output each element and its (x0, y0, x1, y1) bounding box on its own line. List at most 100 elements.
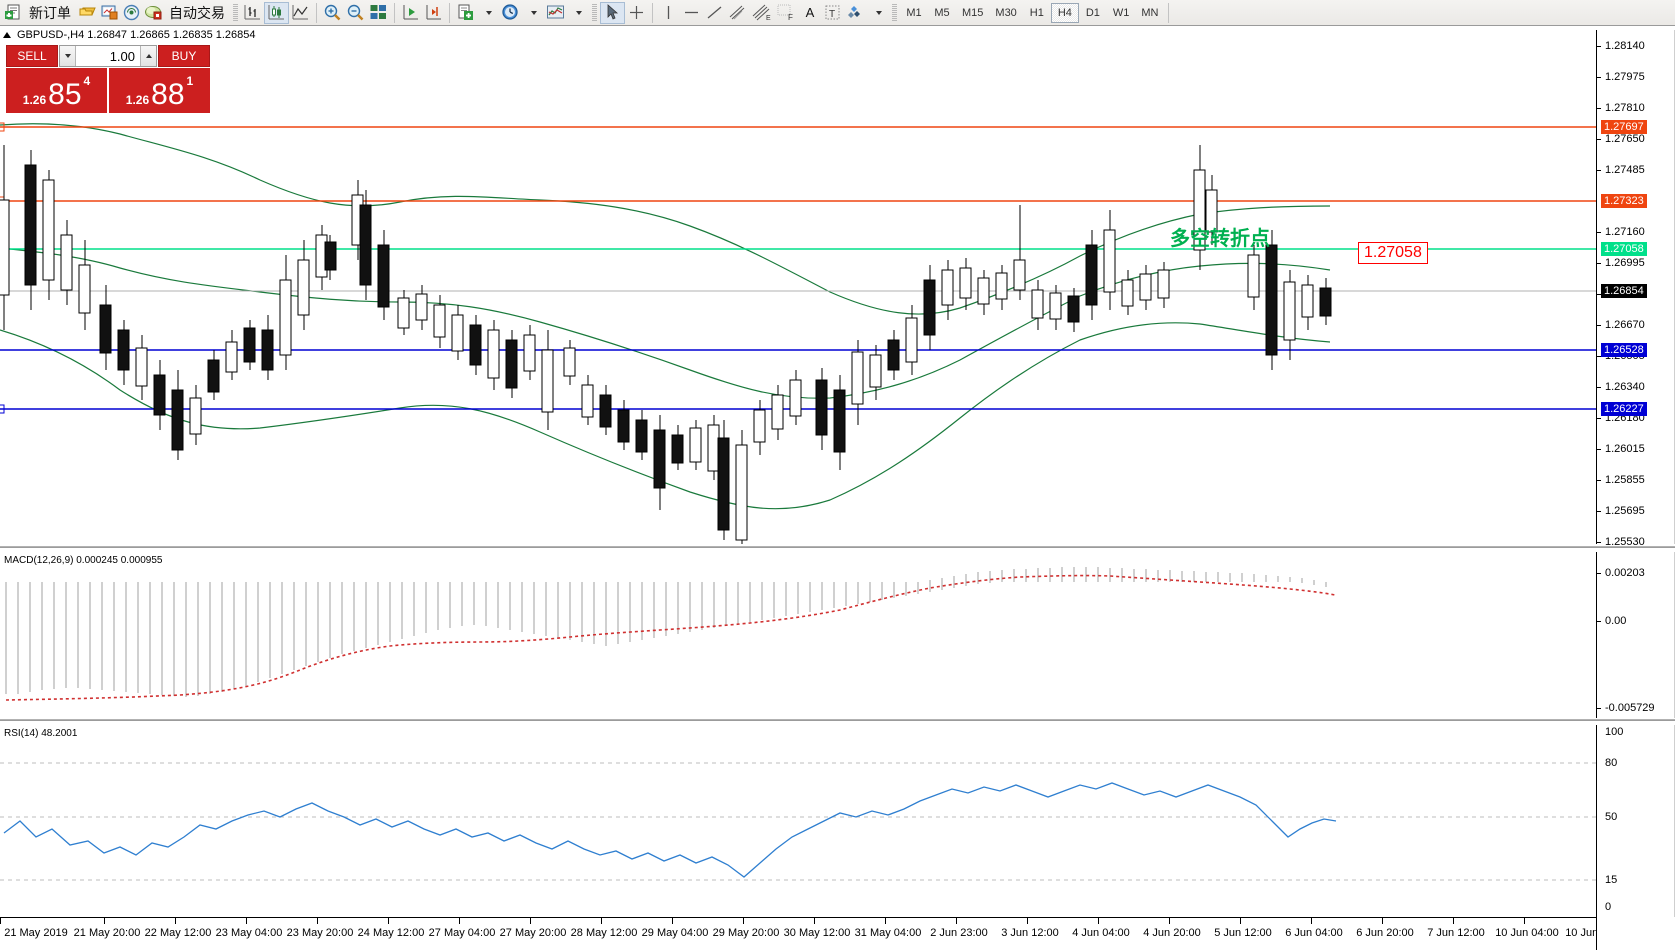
rsi-pane-divider[interactable] (0, 719, 1675, 721)
trend-line-icon[interactable] (703, 2, 726, 24)
macd-pane[interactable]: MACD(12,26,9) 0.000245 0.000955 (0, 552, 1596, 718)
fibonacci-icon[interactable]: E (749, 2, 774, 24)
ask-price-fraction: 1 (186, 74, 194, 88)
toolbar-divider (316, 2, 317, 23)
toolbar-divider-3 (449, 2, 450, 23)
vertical-line-icon[interactable] (657, 2, 680, 24)
timeframe-mn[interactable]: MN (1141, 6, 1159, 19)
time-tick-label: 29 May 20:00 (712, 927, 780, 939)
volume-increment-button[interactable] (140, 46, 156, 66)
price-tick: 1.25695 (1605, 505, 1645, 517)
timeframe-h1[interactable]: H1 (1029, 6, 1044, 19)
auto-scroll-icon[interactable] (422, 2, 445, 24)
rsi-tick: 80 (1605, 757, 1618, 769)
toolbar-divider-5 (1168, 2, 1170, 23)
price-tick: 1.27485 (1605, 164, 1645, 176)
timeframe-m1[interactable]: M1 (906, 6, 922, 19)
timeframe-m30[interactable]: M30 (995, 6, 1017, 19)
indicators-icon[interactable] (544, 2, 567, 24)
auto-trading-label[interactable]: 自动交易 (169, 4, 225, 21)
svg-text:T: T (829, 9, 835, 20)
level-badge-resistance-1[interactable]: 1.27697 (1601, 120, 1647, 134)
terminal-icon[interactable] (98, 2, 120, 24)
time-tick-label: 30 May 12:00 (783, 927, 851, 939)
level-badge-pivot[interactable]: 1.27058 (1601, 242, 1647, 256)
time-tick-label: 3 Jun 12:00 (1001, 927, 1059, 939)
time-tick-label: 27 May 20:00 (499, 927, 567, 939)
time-tick-label: 31 May 04:00 (854, 927, 922, 939)
sell-button[interactable]: SELL (6, 45, 58, 67)
text-label-icon[interactable]: A (805, 5, 815, 20)
ask-price-button[interactable]: 1.26 88 1 (109, 68, 210, 113)
trade-panel-prices: 1.26 85 4 1.26 88 1 (6, 68, 210, 113)
level-badge-support-1[interactable]: 1.26528 (1601, 343, 1647, 357)
new-order-icon[interactable] (2, 2, 24, 24)
folder-icon[interactable] (76, 2, 98, 24)
level-badge-resistance-2[interactable]: 1.27323 (1601, 194, 1647, 208)
collapse-triangle-icon[interactable] (3, 32, 11, 38)
buy-button[interactable]: BUY (158, 45, 210, 67)
one-click-trading-panel[interactable]: SELL 1.00 BUY 1.26 85 4 1.26 88 1 (6, 45, 210, 113)
chevron-down-icon-3[interactable] (567, 2, 589, 24)
timeframe-d1[interactable]: D1 (1085, 6, 1100, 19)
price-tick: 1.27975 (1605, 71, 1645, 83)
price-tick: 1.27810 (1605, 102, 1645, 114)
timeframe-h4[interactable]: H4 (1050, 2, 1079, 23)
bid-price-button[interactable]: 1.26 85 4 (6, 68, 107, 113)
time-tick-label: 28 May 12:00 (570, 927, 638, 939)
period-icon[interactable] (499, 2, 522, 24)
candlestick-icon[interactable] (264, 1, 289, 24)
macd-pane-divider[interactable] (0, 546, 1675, 548)
zoom-in-icon[interactable] (321, 2, 344, 24)
macd-scale[interactable]: 0.00203 0.00 -0.005729 (1596, 552, 1675, 718)
chevron-down-icon-2[interactable] (522, 2, 544, 24)
level-badge-last-price[interactable]: 1.26854 (1601, 284, 1647, 298)
macd-chart-svg (0, 552, 1596, 718)
cursor-icon[interactable] (600, 1, 625, 24)
time-axis-corner (1596, 917, 1675, 950)
rsi-scale[interactable]: 100 80 50 15 0 (1596, 725, 1675, 917)
bar-chart-icon[interactable] (241, 2, 264, 24)
auto-trading-icon[interactable] (142, 2, 164, 24)
chevron-down-icon-4[interactable] (867, 2, 889, 24)
time-axis[interactable]: 21 May 2019 21 May 20:00 22 May 12:00 23… (0, 917, 1629, 950)
rsi-pane[interactable]: RSI(14) 48.2001 (0, 725, 1596, 917)
volume-input[interactable]: 1.00 (59, 45, 157, 67)
bollinger-lower-band (0, 322, 1331, 510)
trade-panel-controls: SELL 1.00 BUY (6, 45, 210, 67)
main-toolbar: 新订单 (0, 0, 1675, 26)
time-tick-label: 22 May 12:00 (144, 927, 212, 939)
price-chart-pane[interactable]: 多空转折点 1.27058 (0, 30, 1596, 544)
line-chart-icon[interactable] (289, 2, 312, 24)
timeframe-m5[interactable]: M5 (934, 6, 950, 19)
horizontal-line-icon[interactable] (680, 2, 703, 24)
text-box-icon[interactable]: T (821, 2, 844, 24)
price-tick: 1.26015 (1605, 443, 1645, 455)
new-order-label[interactable]: 新订单 (29, 4, 71, 21)
chevron-down-icon[interactable] (477, 2, 499, 24)
zoom-out-icon[interactable] (344, 2, 367, 24)
crosshair-icon[interactable] (625, 2, 648, 24)
price-scale[interactable]: 1.28140 1.27975 1.27810 1.27650 1.27485 … (1596, 30, 1675, 548)
shift-end-icon[interactable] (399, 2, 422, 24)
ask-price-big: 88 (151, 78, 185, 111)
svg-text:F: F (788, 13, 793, 22)
time-tick-label: 6 Jun 04:00 (1285, 927, 1343, 939)
text-icon[interactable]: F (774, 2, 799, 24)
time-tick-label: 27 May 04:00 (428, 927, 496, 939)
macd-pane-label: MACD(12,26,9) 0.000245 0.000955 (4, 555, 163, 566)
level-badge-support-2[interactable]: 1.26227 (1601, 402, 1647, 416)
tile-windows-icon[interactable] (367, 2, 390, 24)
signals-icon[interactable] (120, 2, 142, 24)
objects-icon[interactable] (844, 2, 867, 24)
volume-value[interactable]: 1.00 (109, 48, 135, 64)
timeframe-w1[interactable]: W1 (1112, 6, 1130, 19)
rsi-tick: 0 (1605, 901, 1612, 913)
timeframe-m15[interactable]: M15 (962, 6, 984, 19)
price-tick: 1.28140 (1605, 40, 1645, 52)
volume-decrement-button[interactable] (60, 46, 76, 66)
time-tick-label: 5 Jun 12:00 (1214, 927, 1272, 939)
equidistant-channel-icon[interactable] (726, 2, 749, 24)
templates-icon[interactable] (454, 2, 477, 24)
time-tick-label: 29 May 04:00 (641, 927, 709, 939)
